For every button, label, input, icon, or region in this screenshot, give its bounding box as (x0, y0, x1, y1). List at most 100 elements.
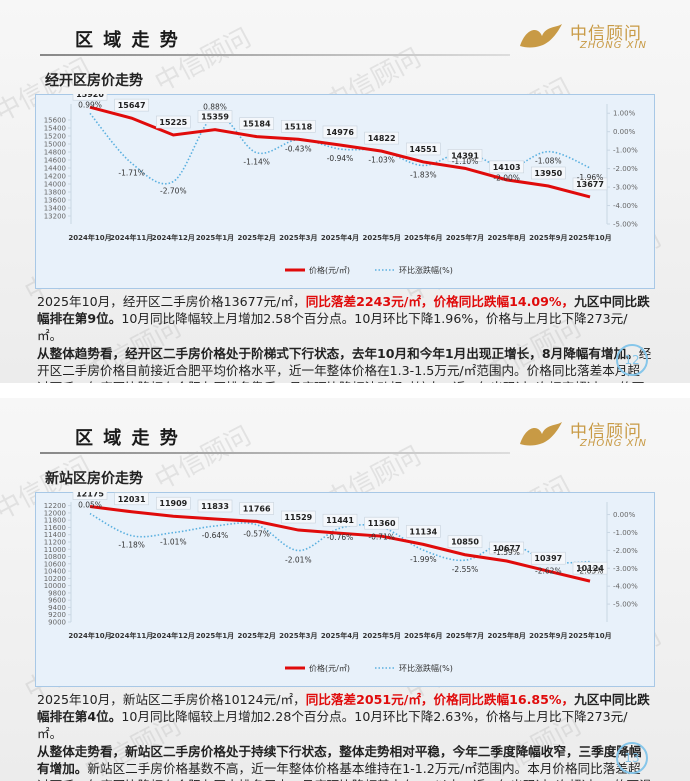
price-label-box (489, 160, 524, 174)
text-run: 同比落差2243元/㎡，价格同比跌幅14.09%， (305, 294, 575, 309)
price-label: 14551 (409, 145, 437, 154)
y2-tick-label: -2.00% (613, 547, 638, 555)
x-tick-label: 2024年10月 (68, 233, 111, 242)
price-label: 11529 (284, 513, 312, 522)
change-label: -2.01% (285, 556, 312, 565)
y-tick-label: 11800 (44, 517, 66, 525)
y-tick-label: 15200 (44, 133, 66, 141)
x-tick-label: 2025年10月 (568, 233, 611, 242)
y-tick-label: 12200 (44, 502, 66, 510)
price-label-box (281, 510, 316, 524)
y2-tick-label: -5.00% (613, 601, 638, 609)
price-label-box (531, 551, 566, 565)
y-tick-label: 11200 (44, 539, 66, 547)
change-line (89, 512, 591, 564)
logo-name: 中信顾问 (570, 422, 642, 442)
x-tick-label: 2025年3月 (279, 631, 317, 640)
price-label: 11134 (409, 527, 437, 536)
change-label: -2.70% (160, 187, 187, 196)
y-tick-label: 10600 (44, 560, 66, 568)
text-run: 2025年10月，经开区二手房价格13677元/㎡， (37, 294, 306, 309)
change-line (89, 112, 591, 185)
chart: 1320013400136001380014000142001440014600… (44, 94, 638, 275)
page-number: 12 (616, 344, 648, 376)
header-rule (40, 452, 510, 454)
logo-mark (520, 24, 562, 48)
legend-label: 价格(元/㎡) (309, 265, 350, 275)
logo-icon (520, 24, 562, 48)
change-label: -1.14% (243, 158, 270, 167)
header-rule (40, 54, 510, 56)
y2-tick-label: -3.00% (613, 184, 638, 192)
price-label-box (447, 535, 483, 549)
x-tick-label: 2024年10月 (68, 631, 111, 640)
price-label: 15647 (118, 101, 146, 110)
x-tick-label: 2025年8月 (487, 631, 525, 640)
text-run: 九区中同比跌幅排在第9位。 (37, 294, 650, 326)
slide: 中信顾问中信顾问中信顾问中信顾问中信顾问中信顾问中信顾问中信顾问中信顾问中信顾问… (0, 0, 690, 383)
y-tick-label: 9800 (48, 589, 66, 597)
x-tick-label: 2025年7月 (446, 233, 484, 242)
price-label-box (114, 98, 149, 112)
change-label: -0.64% (202, 531, 229, 540)
y-tick-label: 15400 (44, 125, 66, 133)
logo-pinyin: ZHONG XIN (580, 40, 647, 51)
price-label-box (72, 492, 108, 500)
header-title: 区 域 走 势 (75, 428, 180, 449)
price-label: 15359 (201, 113, 229, 122)
price-label: 15184 (243, 120, 271, 129)
x-tick-label: 2025年3月 (279, 233, 317, 242)
price-label: 11833 (201, 502, 229, 511)
summary: 2025年10月，经开区二手房价格13677元/㎡，同比落差2243元/㎡，价格… (37, 293, 652, 383)
change-label: -1.18% (118, 541, 145, 550)
change-label: -0.43% (285, 145, 312, 154)
change-label: -0.94% (327, 154, 354, 163)
price-label-box (489, 541, 524, 555)
change-label: 0.05% (78, 501, 102, 510)
price-label: 13950 (534, 169, 562, 178)
y-tick-label: 14400 (44, 165, 66, 173)
y-tick-label: 10400 (44, 568, 66, 576)
y-tick-label: 11400 (44, 531, 66, 539)
change-label: -1.08% (535, 157, 562, 166)
paragraph: 2025年10月，新站区二手房价格10124元/㎡，同比落差2051元/㎡，价格… (37, 691, 652, 742)
logo-name: 中信顾问 (570, 24, 642, 44)
change-label: -2.62% (535, 566, 562, 575)
paragraph: 从整体趋势看，经开区二手房价格处于阶梯式下行状态，去年10月和今年1月出现正增长… (37, 345, 652, 383)
change-label: -1.01% (160, 538, 187, 547)
change-label: 0.99% (78, 100, 102, 109)
price-label: 14976 (326, 128, 354, 137)
x-tick-label: 2025年9月 (529, 233, 567, 242)
y-tick-label: 13200 (44, 213, 66, 221)
price-label-box (364, 516, 399, 530)
x-tick-label: 2025年5月 (362, 233, 400, 242)
y2-tick-label: 1.00% (613, 110, 636, 118)
price-label-box (406, 142, 441, 156)
y-tick-label: 14000 (44, 181, 66, 189)
text-run: 2025年10月，新站区二手房价格10124元/㎡， (37, 692, 306, 707)
x-tick-label: 2025年6月 (404, 631, 442, 640)
price-label-box (72, 94, 108, 101)
chart-frame (35, 94, 655, 289)
y2-tick-label: -4.00% (613, 583, 638, 591)
price-label-box (239, 117, 274, 130)
price-label: 15920 (76, 94, 104, 99)
logo-mark (520, 422, 562, 446)
price-label: 11360 (368, 519, 396, 528)
text-run: 10月同比降幅较上月增加2.58个百分点。10月环比下降1.96%，价格与上月比… (37, 311, 628, 343)
y2-tick-label: -1.00% (613, 147, 638, 155)
page-number: 13 (616, 742, 648, 774)
y-tick-label: 15000 (44, 141, 66, 149)
x-tick-label: 2025年2月 (237, 233, 275, 242)
change-label: -2.55% (452, 565, 479, 574)
legend-label: 价格(元/㎡) (309, 663, 350, 673)
text-run: 新站区二手房价格基数不高，近一年整体价格基本维持在1-1.2万元/㎡范围内。本月… (37, 761, 652, 781)
price-label-box (447, 149, 483, 162)
legend-label: 环比涨跌幅(%) (399, 265, 453, 275)
y2-tick-label: 0.00% (613, 128, 636, 136)
price-label-box (572, 177, 608, 191)
price-label-box (406, 525, 441, 538)
price-label: 11766 (243, 504, 271, 513)
price-label-box (531, 166, 566, 180)
